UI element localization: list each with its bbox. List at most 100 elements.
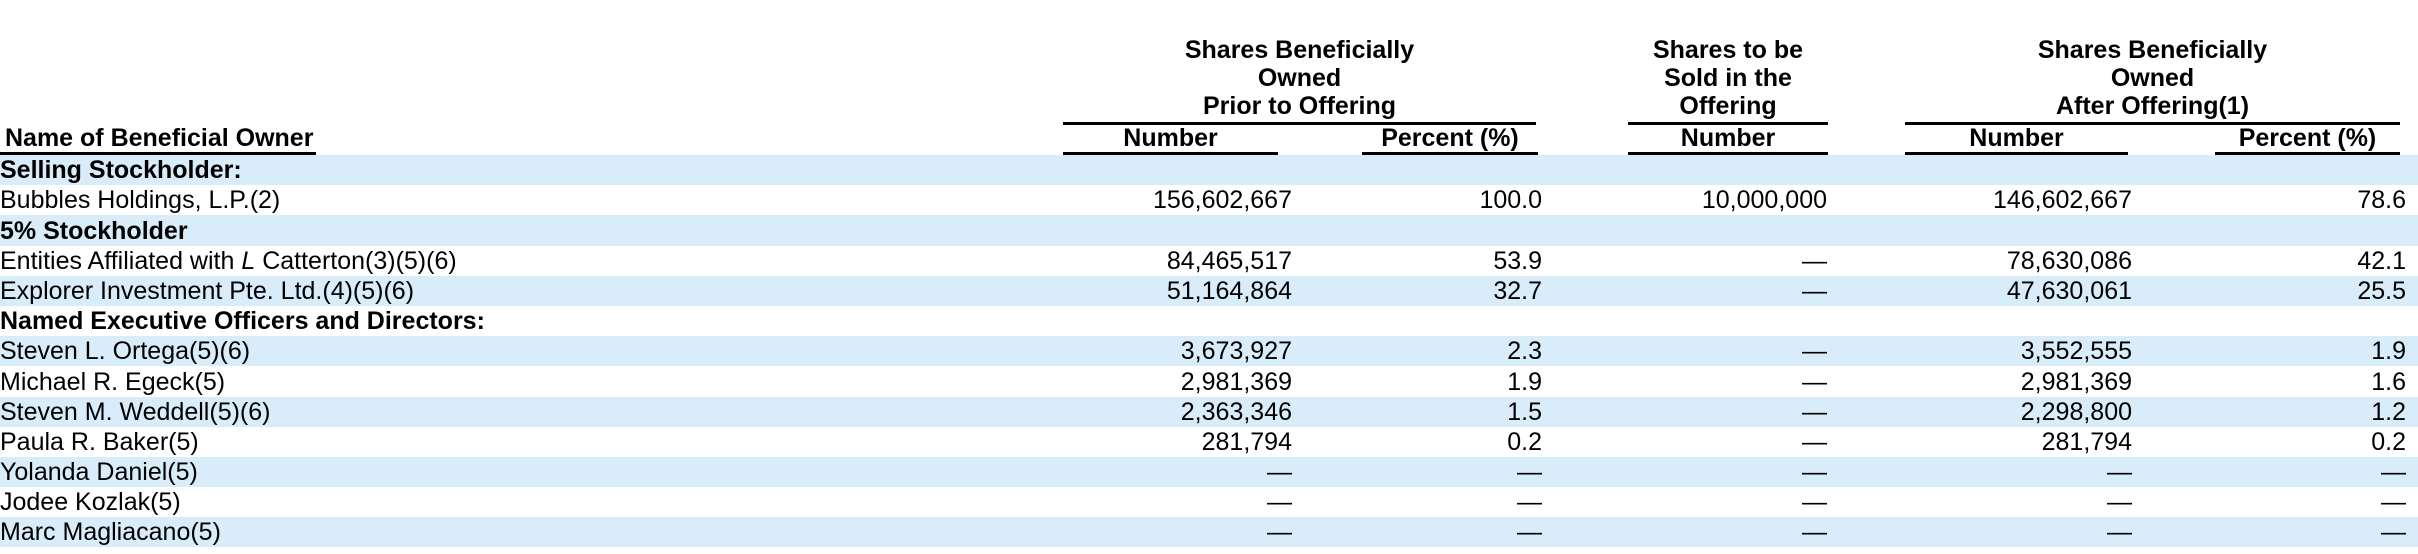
value-cell bbox=[1550, 215, 1835, 245]
value-cell: 51,164,864 bbox=[1166, 276, 1292, 305]
group-header-line: Shares to be bbox=[1652, 36, 1804, 64]
value-cell: 0.2 bbox=[1507, 427, 1542, 456]
value-cell bbox=[1055, 215, 1300, 245]
section-row: Selling Stockholder: bbox=[0, 155, 2418, 186]
value-cell: — bbox=[2381, 488, 2406, 517]
group-header-box: Shares to be Sold in the Offering bbox=[1628, 36, 1828, 125]
value-cell bbox=[1835, 215, 2140, 245]
value-cell: 1.2 bbox=[2371, 397, 2406, 426]
value-cell: — bbox=[1267, 518, 1292, 547]
value-cell: 78.6 bbox=[2357, 186, 2406, 215]
value-cell: — bbox=[1802, 427, 1827, 456]
owner-name: Steven M. Weddell(5)(6) bbox=[0, 397, 271, 426]
value-cell bbox=[1300, 215, 1550, 245]
value-cell: 2,981,369 bbox=[2020, 367, 2132, 396]
value-cell bbox=[1550, 155, 1835, 185]
value-cell bbox=[1550, 306, 1835, 336]
group-header-line: After Offering(1) bbox=[2055, 92, 2250, 120]
value-cell: — bbox=[2107, 458, 2132, 487]
group-header-spacer bbox=[0, 0, 1055, 125]
owner-name: Selling Stockholder: bbox=[0, 156, 242, 185]
group-header-box: Shares Beneficially Owned After Offering… bbox=[1905, 36, 2400, 125]
value-cell: — bbox=[1517, 458, 1542, 487]
table-row: Steven L. Ortega(5)(6) 3,673,927 2.3 — 3,552… bbox=[0, 336, 2418, 367]
group-header-line: Shares Beneficially bbox=[1184, 36, 1415, 64]
value-cell bbox=[1055, 155, 1300, 185]
owner-name-cell: Bubbles Holdings, L.P.(2) bbox=[0, 185, 1055, 215]
table-body: Selling Stockholder: Bubbles Holdings, L.… bbox=[0, 155, 2418, 548]
owner-name: Bubbles Holdings, L.P.(2) bbox=[0, 186, 281, 215]
owner-name: Jodee Kozlak(5) bbox=[0, 488, 181, 517]
value-cell bbox=[1835, 155, 2140, 185]
value-cell: 3,673,927 bbox=[1180, 337, 1292, 366]
table-row: Bubbles Holdings, L.P.(2) 156,602,667 100.… bbox=[0, 185, 2418, 215]
section-row: 5% Stockholder bbox=[0, 215, 2418, 246]
group-header-box: Shares Beneficially Owned Prior to Offer… bbox=[1063, 36, 1536, 125]
group-header-prior-offering: Shares Beneficially Owned Prior to Offer… bbox=[1055, 0, 1550, 125]
owner-name-cell: Jodee Kozlak(5) bbox=[0, 487, 1055, 517]
table-row: Yolanda Daniel(5) — — — — — bbox=[0, 456, 2418, 488]
table-row: Explorer Investment Pte. Ltd.(4)(5)(6) 51… bbox=[0, 275, 2418, 306]
value-cell: 1.9 bbox=[1507, 367, 1542, 396]
value-cell: 156,602,667 bbox=[1152, 186, 1292, 215]
value-cell: 100.0 bbox=[1479, 186, 1542, 215]
value-cell: 25.5 bbox=[2357, 276, 2406, 305]
name-column-header: Name of Beneficial Owner bbox=[0, 125, 317, 155]
value-cell bbox=[1835, 306, 2140, 336]
owner-name: 5% Stockholder bbox=[0, 216, 188, 245]
owner-name-cell: Yolanda Daniel(5) bbox=[0, 457, 1055, 487]
owner-name-cell: Selling Stockholder: bbox=[0, 155, 1055, 185]
value-cell bbox=[1055, 306, 1300, 336]
value-cell: 10,000,000 bbox=[1701, 186, 1827, 215]
group-header-line: Owned bbox=[1257, 64, 1342, 92]
table-header: Shares Beneficially Owned Prior to Offer… bbox=[0, 0, 2418, 155]
group-header-line: Owned bbox=[2110, 64, 2195, 92]
value-cell: 2.3 bbox=[1507, 337, 1542, 366]
table-row: Entities Affiliated with L Catterton(3)(… bbox=[0, 246, 2418, 276]
value-cell bbox=[2140, 215, 2418, 245]
owner-name-part: L bbox=[241, 246, 256, 275]
value-cell: 281,794 bbox=[1201, 427, 1292, 456]
value-cell bbox=[1300, 155, 1550, 185]
column-header-number-sold: Number bbox=[1550, 125, 1835, 155]
value-cell bbox=[2140, 306, 2418, 336]
owner-name-part: Entities Affiliated with bbox=[0, 246, 242, 275]
value-cell: 146,602,667 bbox=[1992, 186, 2132, 215]
group-header-line: Offering bbox=[1679, 92, 1777, 120]
owner-name: Steven L. Ortega(5)(6) bbox=[0, 337, 251, 366]
value-cell: 32.7 bbox=[1493, 276, 1542, 305]
owner-name-cell: Paula R. Baker(5) bbox=[0, 427, 1055, 457]
value-cell: — bbox=[2107, 488, 2132, 517]
value-cell: — bbox=[1802, 276, 1827, 305]
value-cell: 53.9 bbox=[1493, 246, 1542, 275]
value-cell: 2,363,346 bbox=[1180, 397, 1292, 426]
value-cell: — bbox=[2381, 518, 2406, 547]
owner-name-part: Catterton(3)(5)(6) bbox=[255, 246, 457, 275]
value-cell: — bbox=[1802, 488, 1827, 517]
owner-name-cell: Steven L. Ortega(5)(6) bbox=[0, 336, 1055, 366]
name-column-header-cell: Name of Beneficial Owner bbox=[0, 125, 1055, 155]
value-cell: — bbox=[1802, 458, 1827, 487]
owner-name-cell: Named Executive Officers and Directors: bbox=[0, 306, 1055, 336]
value-cell: 84,465,517 bbox=[1166, 246, 1292, 275]
column-header-label: Percent (%) bbox=[2215, 125, 2400, 155]
value-cell: 2,298,800 bbox=[2020, 397, 2132, 426]
column-header-number-prior: Number bbox=[1055, 125, 1300, 155]
value-cell: 1.6 bbox=[2371, 367, 2406, 396]
owner-name: Marc Magliacano(5) bbox=[0, 518, 221, 547]
column-header-number-after: Number bbox=[1835, 125, 2140, 155]
column-header-label: Number bbox=[1628, 125, 1828, 155]
value-cell: — bbox=[1517, 518, 1542, 547]
value-cell: 3,552,555 bbox=[2020, 337, 2132, 366]
value-cell: — bbox=[1802, 337, 1827, 366]
owner-name-cell: Michael R. Egeck(5) bbox=[0, 366, 1055, 396]
value-cell bbox=[2140, 155, 2418, 185]
value-cell: — bbox=[1267, 458, 1292, 487]
value-cell: — bbox=[1802, 518, 1827, 547]
owner-name: Michael R. Egeck(5) bbox=[0, 367, 226, 396]
value-cell: 47,630,061 bbox=[2006, 276, 2132, 305]
value-cell: 1.9 bbox=[2371, 337, 2406, 366]
owner-name: Yolanda Daniel(5) bbox=[0, 458, 198, 487]
